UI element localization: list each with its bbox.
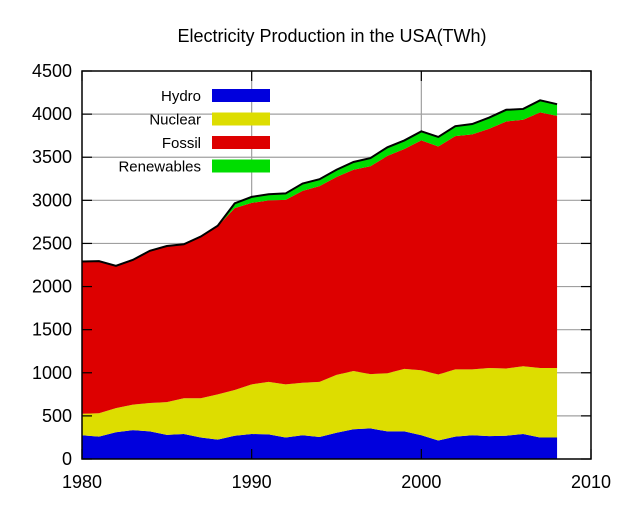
chart-title: Electricity Production in the USA(TWh) [177, 26, 486, 46]
y-tick-label: 1500 [32, 320, 72, 340]
x-tick-label: 2000 [401, 472, 441, 492]
area-fossil [82, 112, 558, 414]
x-tick-label: 2010 [571, 472, 611, 492]
total-outline [81, 99, 558, 267]
legend-swatch-hydro [212, 89, 270, 102]
x-axis: 1980 1990 2000 2010 [62, 472, 611, 492]
y-tick-label: 3000 [32, 190, 72, 210]
plot-border [81, 70, 592, 460]
legend-label-fossil: Fossil [162, 135, 201, 152]
y-tick-label: 2500 [32, 233, 72, 253]
y-tick-label: 0 [62, 449, 72, 469]
legend-label-nuclear: Nuclear [149, 112, 201, 129]
legend-swatch-fossil [212, 136, 270, 149]
x-tick-label: 1990 [232, 472, 272, 492]
area-renewables [82, 100, 558, 267]
x-tick-label: 1980 [62, 472, 102, 492]
legend-swatch-renewables [212, 159, 270, 173]
y-axis: 0 500 1000 1500 2000 2500 3000 3500 4000 4500 [32, 61, 72, 469]
legend-label-renewables: Renewables [118, 159, 201, 176]
area-nuclear [82, 366, 558, 441]
y-tick-label: 500 [42, 406, 72, 426]
y-tick-label: 1000 [32, 363, 72, 383]
y-tick-label: 3500 [32, 147, 72, 167]
legend: Hydro Nuclear Fossil Renewables [118, 88, 270, 176]
plot-frame [81, 70, 592, 460]
y-tick-label: 2000 [32, 277, 72, 297]
y-tick-label: 4500 [32, 61, 72, 81]
y-tick-label: 4000 [32, 104, 72, 124]
legend-label-hydro: Hydro [161, 88, 201, 105]
area-series [81, 99, 558, 459]
legend-swatch-nuclear [212, 112, 270, 126]
area-hydro [82, 428, 558, 459]
